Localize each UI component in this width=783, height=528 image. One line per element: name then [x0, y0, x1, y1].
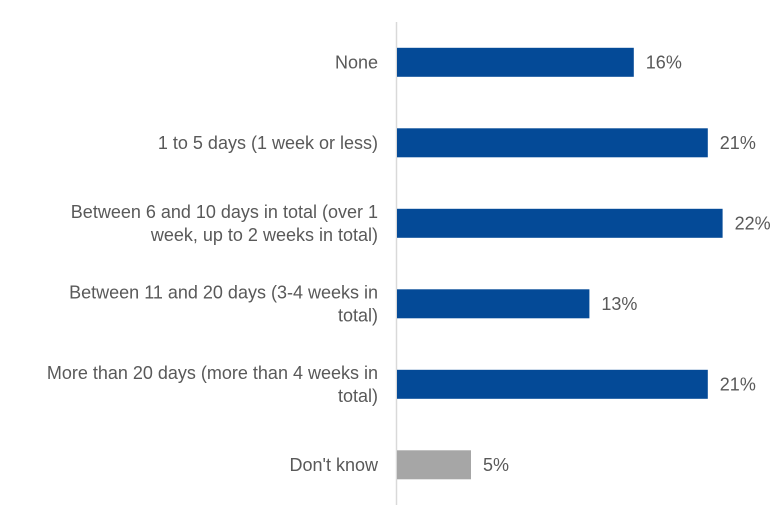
category-label-5: Don't know — [290, 455, 379, 475]
category-label-line: Between 6 and 10 days in total (over 1 — [71, 202, 378, 222]
category-label-line: total) — [338, 386, 378, 406]
value-labels-group: 16% 21% 22% 13% 21% 5% — [483, 52, 771, 475]
value-label-0: 16% — [646, 52, 682, 72]
bar-1 — [397, 128, 708, 158]
bar-2 — [397, 208, 723, 238]
category-label-line: None — [335, 52, 378, 72]
category-label-3: Between 11 and 20 days (3-4 weeks in tota… — [69, 282, 378, 325]
value-label-5: 5% — [483, 455, 509, 475]
category-label-line: week, up to 2 weeks in total) — [150, 225, 378, 245]
value-label-1: 21% — [720, 133, 756, 153]
category-label-0: None — [335, 52, 378, 72]
category-label-line: Between 11 and 20 days (3-4 weeks in — [69, 282, 378, 302]
bars-group — [397, 47, 723, 480]
value-label-4: 21% — [720, 374, 756, 394]
bar-5 — [397, 450, 471, 480]
value-label-2: 22% — [735, 213, 771, 233]
bar-0 — [397, 47, 634, 77]
bar-4 — [397, 369, 708, 399]
bar-3 — [397, 289, 590, 319]
category-labels-group: None 1 to 5 days (1 week or less) Between … — [47, 52, 379, 475]
category-label-2: Between 6 and 10 days in total (over 1 we… — [71, 202, 378, 245]
category-label-4: More than 20 days (more than 4 weeks in t… — [47, 363, 378, 406]
category-label-line: total) — [338, 305, 378, 325]
category-label-1: 1 to 5 days (1 week or less) — [158, 133, 378, 153]
category-label-line: More than 20 days (more than 4 weeks in — [47, 363, 378, 383]
category-label-line: 1 to 5 days (1 week or less) — [158, 133, 378, 153]
value-label-3: 13% — [601, 294, 637, 314]
category-label-line: Don't know — [290, 455, 379, 475]
